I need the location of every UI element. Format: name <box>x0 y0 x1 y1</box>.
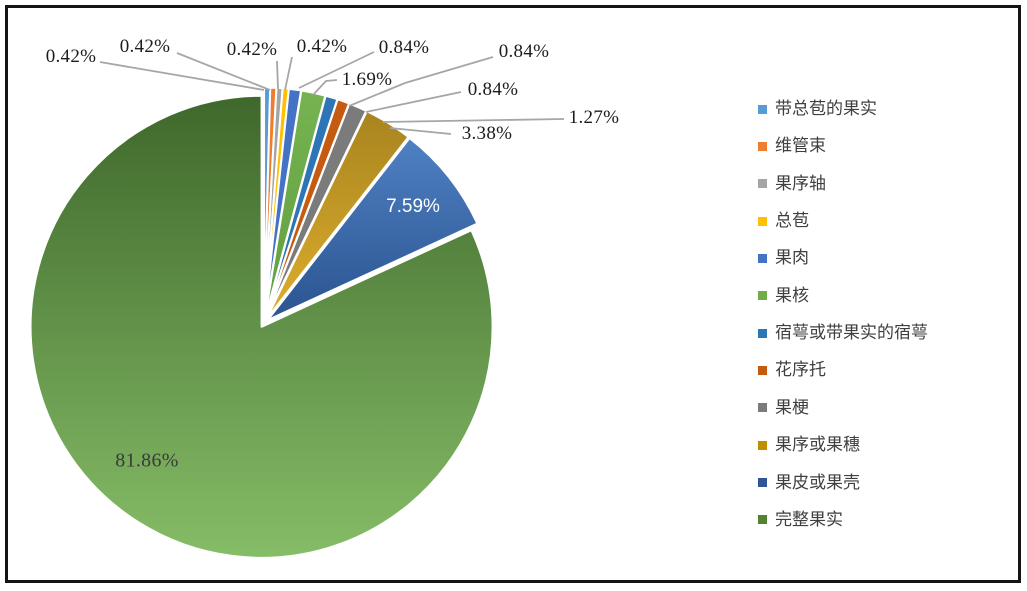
legend-swatch-icon <box>758 291 767 301</box>
legend-item-7: 花序托 <box>758 360 826 380</box>
legend-label: 维管束 <box>775 136 826 156</box>
legend-label: 果核 <box>775 285 809 305</box>
legend-item-5: 果核 <box>758 286 809 306</box>
legend-item-6: 宿萼或带果实的宿萼 <box>758 323 928 343</box>
leader-line-8 <box>382 118 565 123</box>
chart-frame <box>5 5 1021 583</box>
legend-item-10: 果皮或果壳 <box>758 473 860 493</box>
legend-swatch-icon <box>758 216 767 226</box>
legend-item-11: 完整果实 <box>758 510 843 530</box>
legend-label: 果序或果穗 <box>775 435 860 455</box>
legend-label: 花序托 <box>775 360 826 380</box>
legend-label: 宿萼或带果实的宿萼 <box>775 323 928 343</box>
legend-swatch-icon <box>758 515 767 525</box>
leader-line-4 <box>298 51 375 89</box>
legend-label: 带总苞的果实 <box>775 99 877 118</box>
legend-swatch-icon <box>758 179 767 189</box>
leader-line-0 <box>99 61 265 91</box>
pie-slice-11 <box>29 94 494 559</box>
legend-swatch-icon <box>758 403 767 413</box>
legend-item-0: 带总苞的果实 <box>758 99 877 119</box>
leader-line-5 <box>312 79 338 96</box>
legend-item-4: 果肉 <box>758 248 809 268</box>
legend-swatch-icon <box>758 104 767 114</box>
legend-swatch-icon <box>758 365 767 375</box>
leader-line-2 <box>276 60 279 90</box>
leader-line-6 <box>348 56 494 107</box>
legend-swatch-icon <box>758 478 767 487</box>
legend-label: 果序轴 <box>775 173 826 193</box>
legend-swatch-icon <box>758 440 767 450</box>
leader-line-7 <box>365 91 462 113</box>
legend-item-9: 果序或果穗 <box>758 435 860 455</box>
legend-item-2: 果序轴 <box>758 174 826 194</box>
legend-swatch-icon <box>758 141 767 151</box>
legend-item-8: 果梗 <box>758 398 809 418</box>
legend-item-1: 维管束 <box>758 136 826 156</box>
leader-line-9 <box>389 127 452 135</box>
leader-line-1 <box>176 52 271 91</box>
legend-item-3: 总苞 <box>758 211 809 231</box>
legend-swatch-icon <box>758 253 767 263</box>
legend-swatch-icon <box>758 328 767 338</box>
legend-label: 总苞 <box>775 211 809 231</box>
legend-label: 果皮或果壳 <box>775 472 860 492</box>
legend-label: 果梗 <box>775 397 809 417</box>
legend-label: 果肉 <box>775 248 809 268</box>
leader-line-3 <box>284 56 293 91</box>
pie-slice-10 <box>266 137 479 322</box>
legend-label: 完整果实 <box>775 509 843 529</box>
